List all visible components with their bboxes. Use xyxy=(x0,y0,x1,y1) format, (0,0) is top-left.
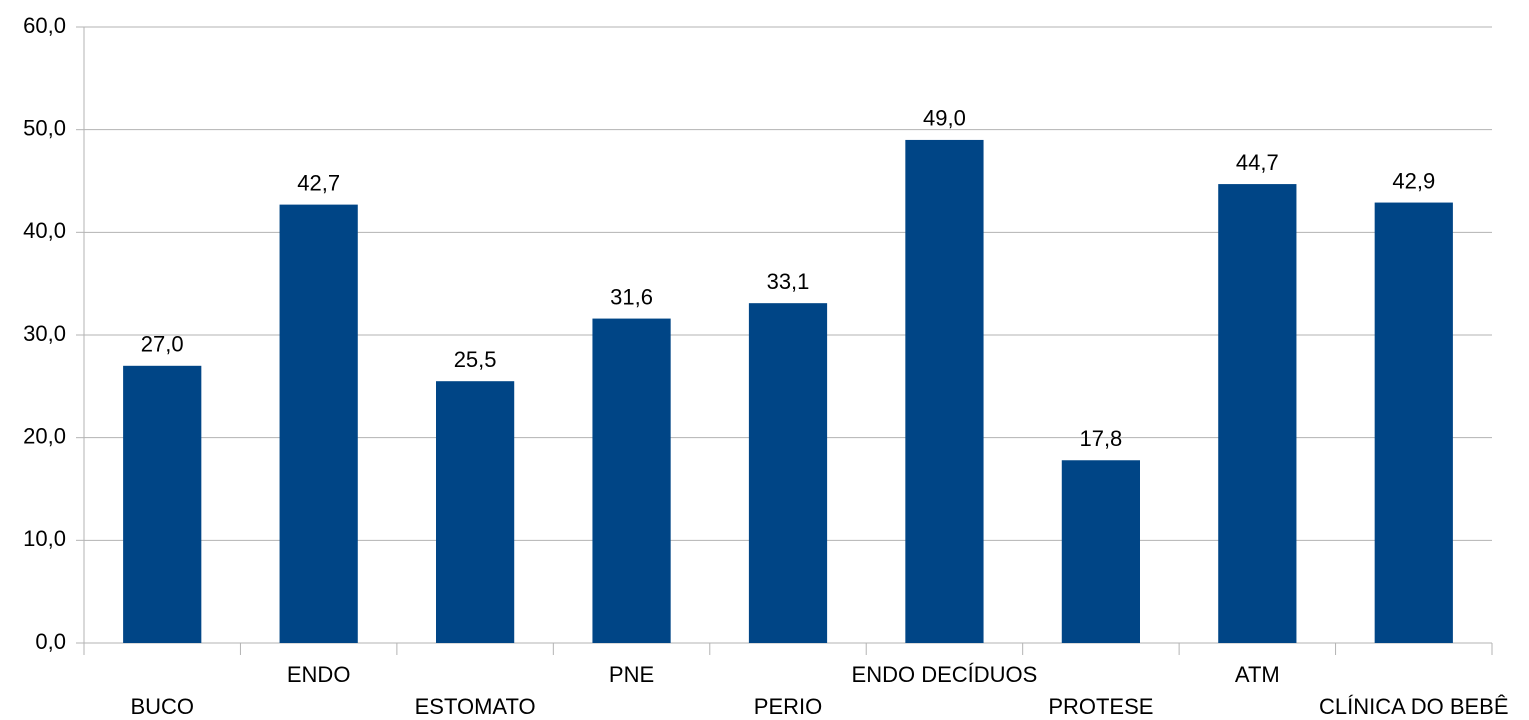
data-label: 42,9 xyxy=(1392,168,1435,193)
x-tick-label: ENDO xyxy=(287,662,351,687)
y-tick-label: 30,0 xyxy=(23,321,66,346)
x-tick-label: CLÍNICA DO BEBÊ xyxy=(1319,694,1509,719)
y-tick-label: 10,0 xyxy=(23,526,66,551)
data-label: 27,0 xyxy=(141,332,184,357)
x-tick-label: PERIO xyxy=(754,694,822,719)
bar xyxy=(592,318,671,643)
bar xyxy=(905,139,984,643)
x-tick-label: BUCO xyxy=(130,694,194,719)
x-tick-label: PROTESE xyxy=(1048,694,1153,719)
bar xyxy=(1061,460,1140,643)
bar xyxy=(1374,202,1453,643)
y-tick-label: 20,0 xyxy=(23,423,66,448)
x-tick-label: ATM xyxy=(1235,662,1280,687)
data-label: 31,6 xyxy=(610,284,653,309)
data-label: 49,0 xyxy=(923,106,966,131)
data-label: 17,8 xyxy=(1079,426,1122,451)
bar xyxy=(436,381,515,643)
y-tick-label: 50,0 xyxy=(23,115,66,140)
x-tick-label: ENDO DECÍDUOS xyxy=(852,662,1038,687)
bar xyxy=(748,303,828,643)
x-tick-label: ESTOMATO xyxy=(415,694,536,719)
y-tick-label: 0,0 xyxy=(35,629,66,654)
data-label: 44,7 xyxy=(1236,150,1279,175)
bar xyxy=(123,365,202,643)
bar xyxy=(279,204,358,643)
data-label: 42,7 xyxy=(297,170,340,195)
x-tick-label: PNE xyxy=(609,662,654,687)
data-label: 25,5 xyxy=(454,347,497,372)
y-tick-label: 60,0 xyxy=(23,13,66,38)
data-label: 33,1 xyxy=(767,269,810,294)
y-tick-label: 40,0 xyxy=(23,218,66,243)
bar xyxy=(1218,184,1297,643)
